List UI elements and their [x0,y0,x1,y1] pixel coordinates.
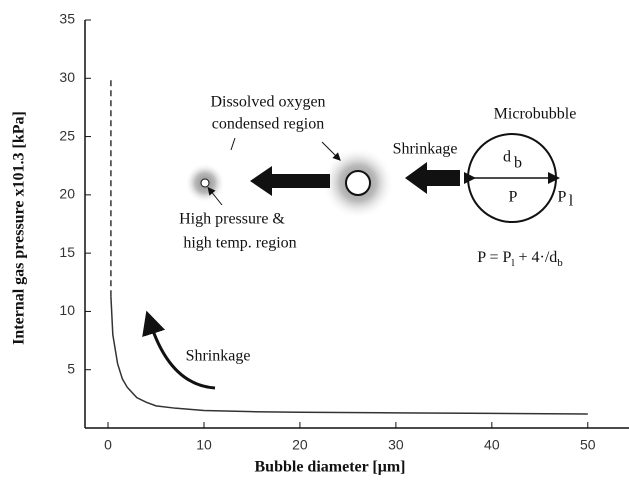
annotation: Shrinkage [393,141,458,158]
medium-bubble [345,170,371,196]
shrink-arrow [405,162,460,194]
small-bubble [200,178,210,188]
series-line [110,296,588,415]
pointer [321,141,341,161]
y-tick-label: 35 [59,11,75,27]
x-tick-label: 30 [388,437,404,453]
annotation: Microbubble [494,106,577,123]
x-tick-label: 10 [196,437,212,453]
annotation: P [558,189,567,206]
y-tick-label: 10 [59,302,75,318]
pointer [230,137,236,151]
annotation: l [569,193,574,210]
x-tick-label: 50 [580,437,596,453]
annotation: P [509,189,518,206]
annotation: Dissolved oxygen [210,94,325,111]
y-tick-label: 30 [59,69,75,85]
x-tick-label: 40 [484,437,500,453]
formula: P = Pl + 4·/db [477,249,563,269]
y-tick-label: 20 [59,186,75,202]
y-tick-label: 15 [59,244,75,260]
y-tick-label: 25 [59,127,75,143]
y-axis-label: Internal gas pressure x101.3 [kPa] [11,111,28,345]
x-tick-label: 0 [104,437,112,453]
annotation: High pressure & [179,211,285,228]
annotation: d [503,149,511,166]
annotation: high temp. region [183,235,296,252]
y-tick-label: 5 [67,360,75,376]
shrink-arrow [250,166,330,196]
annotation: Shrinkage [186,348,251,365]
x-tick-label: 20 [292,437,308,453]
annotation: b [514,155,522,172]
diagram [142,133,560,390]
annotation: condensed region [212,116,324,133]
pointer [207,186,223,206]
curve-arrow [142,310,216,390]
x-axis-label: Bubble diameter [μm] [255,459,406,476]
